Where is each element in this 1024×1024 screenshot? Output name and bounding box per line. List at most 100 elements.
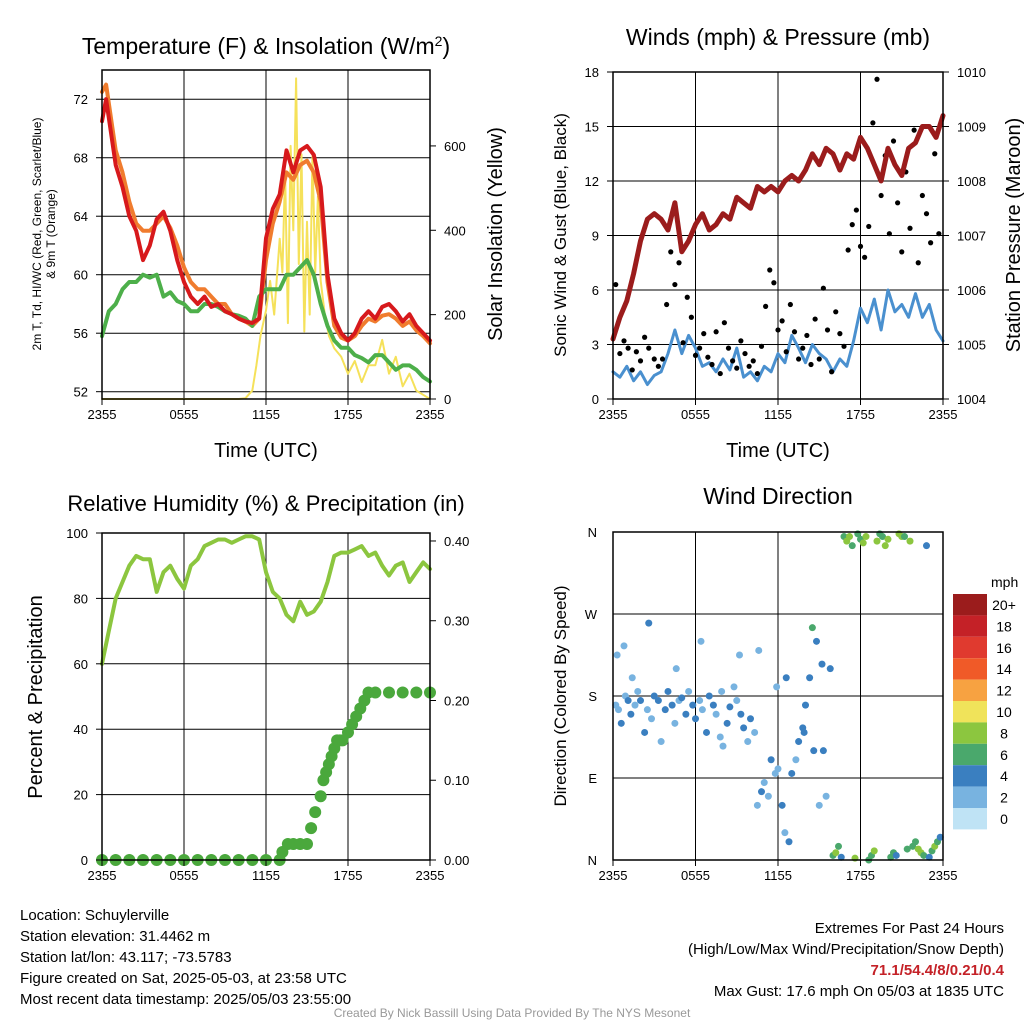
y-tick-label: 80 [74, 591, 88, 606]
gust-point [709, 361, 715, 368]
y-tick-label: 52 [74, 385, 88, 400]
gust-point [783, 349, 789, 355]
direction-point [774, 765, 782, 773]
direction-point [617, 719, 625, 727]
gust-point [688, 314, 694, 320]
humidity-line [100, 534, 432, 666]
gust-point [907, 225, 913, 231]
y-tick-label: 60 [74, 268, 88, 283]
winds-panel: Winds (mph) & Pressure (mb) 0 3 6 9 12 15 18 1… [551, 24, 1024, 462]
direction-point [936, 833, 944, 841]
direction-point [696, 697, 704, 705]
precip-point [314, 790, 327, 803]
y2-tick-label: 0 [444, 392, 451, 407]
y-tick-label: 40 [74, 722, 88, 737]
dewpoint-line [100, 258, 432, 384]
humidity-panel: Relative Humidity (%) & Precipitation (i… [25, 491, 469, 883]
speed-legend-title: mph [991, 574, 1018, 590]
y2-tick-label: 600 [444, 139, 466, 154]
winds-y-ticks: 0 3 6 9 12 15 18 [585, 65, 613, 407]
gust-point [824, 327, 831, 333]
direction-x-ticks: 2355 0555 1155 1755 2355 [599, 860, 958, 883]
winds-x-axis-label: Time (UTC) [726, 440, 830, 462]
precip-point [305, 822, 318, 835]
x-tick-label: 2355 [88, 868, 117, 883]
direction-point [862, 533, 870, 541]
temperature-panel: Temperature (F) & Insolation (W/m2) 52 56… [30, 33, 507, 462]
direction-point [744, 738, 752, 746]
direction-point [901, 533, 908, 541]
gust-point [849, 222, 855, 228]
direction-point [624, 697, 632, 705]
gust-point [746, 363, 752, 369]
gust-point [915, 260, 921, 266]
direction-point [795, 738, 803, 746]
humidity-grid [101, 532, 431, 861]
winds-chart-title: Winds (mph) & Pressure (mb) [626, 24, 930, 50]
direction-point [671, 719, 679, 727]
direction-point [906, 537, 914, 545]
legend-swatch [953, 636, 987, 659]
direction-point [920, 851, 928, 859]
gust-point [730, 358, 736, 364]
y-tick-label: S [588, 689, 597, 704]
direction-point [733, 697, 741, 705]
y-tick-label: 0 [592, 392, 599, 407]
gust-point [668, 249, 674, 255]
winds-y2-ticks: 1004 1005 1006 1007 1008 1009 1010 [943, 65, 986, 407]
direction-point [884, 535, 892, 543]
gust-point [936, 231, 942, 237]
y2-tick-label: 1005 [957, 338, 986, 353]
x-tick-label: 1755 [334, 407, 363, 422]
direction-point [637, 697, 644, 705]
direction-point [923, 542, 930, 550]
temperature-x-axis-label: Time (UTC) [214, 440, 318, 462]
x-tick-label: 1155 [764, 407, 792, 422]
y-tick-label: 60 [74, 657, 88, 672]
y2-tick-label: 1004 [957, 392, 986, 407]
gust-point [664, 301, 670, 308]
x-tick-label: 2355 [929, 868, 958, 883]
gust-point [738, 338, 744, 344]
direction-point [678, 694, 686, 702]
direction-point [634, 687, 642, 695]
gust-point [734, 365, 740, 371]
y-tick-label: 3 [592, 338, 599, 353]
x-tick-label: 2355 [599, 868, 628, 883]
y-tick-label: 18 [585, 65, 599, 80]
y-tick-label: 9 [592, 229, 599, 244]
x-tick-label: 1155 [252, 868, 280, 883]
x-tick-label: 1155 [764, 868, 792, 883]
gust-point [791, 329, 798, 335]
winds-grid [612, 71, 944, 400]
gust-point [932, 151, 938, 157]
direction-point [719, 742, 727, 750]
gust-point [878, 192, 884, 199]
direction-point [802, 701, 809, 709]
gust-point [796, 356, 802, 362]
gust-point [721, 320, 727, 326]
y2-tick-label: 1007 [957, 229, 986, 244]
direction-point [859, 539, 867, 547]
y-tick-label: 20 [74, 788, 88, 803]
winds-x-ticks: 2355 0555 1155 1755 2355 [599, 399, 957, 422]
legend-label: 0 [1000, 811, 1008, 827]
gust-point [646, 345, 652, 351]
gust-point [629, 367, 635, 373]
legend-label: 14 [996, 661, 1012, 677]
direction-point [730, 683, 738, 691]
pressure-line [610, 113, 946, 342]
direction-point [689, 701, 697, 709]
y-tick-label: E [588, 771, 597, 786]
gust-point [642, 334, 648, 340]
gust-point [820, 285, 826, 291]
direction-point [716, 733, 724, 741]
y2-tick-label: 1009 [957, 120, 986, 135]
legend-label: 12 [996, 683, 1012, 699]
gust-point [750, 358, 756, 364]
direction-point [740, 724, 748, 732]
direction-point [778, 801, 786, 809]
gust-point [808, 361, 814, 368]
gust-point [841, 343, 847, 349]
y2-tick-label: 0.00 [444, 853, 469, 868]
